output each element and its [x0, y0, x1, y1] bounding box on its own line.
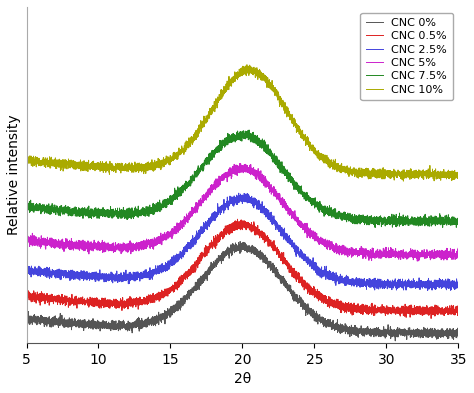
CNC 7.5% [379, 220, 384, 225]
CNC 7.5% [283, 169, 288, 174]
CNC 0.5% [189, 272, 194, 276]
CNC 2.5% [283, 235, 288, 239]
CNC 5% [189, 211, 194, 215]
Line: CNC 7.5%: CNC 7.5% [27, 130, 458, 228]
CNC 7.5% [372, 225, 378, 230]
CNC 0% [24, 317, 29, 321]
CNC 7.5% [102, 212, 108, 217]
CNC 2.5% [102, 278, 108, 283]
CNC 10% [401, 179, 406, 184]
CNC 7.5% [346, 215, 352, 220]
CNC 0% [379, 332, 384, 337]
CNC 10% [379, 175, 384, 180]
CNC 10% [189, 136, 194, 141]
CNC 0.5% [305, 285, 310, 290]
Legend: CNC 0%, CNC 0.5%, CNC 2.5%, CNC 5%, CNC 7.5%, CNC 10%: CNC 0%, CNC 0.5%, CNC 2.5%, CNC 5%, CNC … [360, 13, 453, 100]
CNC 10% [456, 172, 461, 177]
CNC 2.5% [305, 257, 310, 262]
CNC 7.5% [24, 206, 29, 210]
CNC 0% [283, 277, 288, 282]
CNC 0% [305, 307, 310, 312]
CNC 0% [392, 338, 398, 343]
CNC 2.5% [425, 288, 430, 293]
CNC 5% [283, 204, 288, 209]
CNC 5% [456, 246, 461, 250]
CNC 0% [456, 336, 461, 340]
CNC 10% [102, 163, 108, 167]
Line: CNC 5%: CNC 5% [27, 163, 458, 261]
CNC 7.5% [456, 215, 461, 220]
CNC 0.5% [235, 217, 240, 222]
CNC 7.5% [305, 191, 310, 196]
CNC 0.5% [346, 301, 352, 306]
CNC 2.5% [24, 263, 29, 268]
Line: CNC 0%: CNC 0% [27, 241, 458, 341]
CNC 2.5% [346, 278, 352, 283]
CNC 2.5% [236, 191, 242, 196]
CNC 0.5% [283, 258, 288, 263]
CNC 0.5% [379, 309, 384, 314]
CNC 0% [237, 239, 243, 244]
Line: CNC 0.5%: CNC 0.5% [27, 219, 458, 318]
CNC 0.5% [428, 316, 434, 321]
CNC 5% [305, 227, 310, 231]
CNC 5% [414, 259, 420, 263]
CNC 7.5% [189, 180, 194, 184]
Line: CNC 2.5%: CNC 2.5% [27, 193, 458, 290]
CNC 10% [305, 134, 310, 139]
CNC 2.5% [189, 237, 194, 242]
CNC 0.5% [102, 298, 108, 303]
CNC 0% [346, 330, 352, 334]
CNC 10% [346, 173, 352, 177]
X-axis label: 2θ: 2θ [234, 372, 251, 386]
CNC 5% [24, 235, 29, 239]
CNC 7.5% [246, 128, 252, 132]
CNC 0.5% [24, 293, 29, 298]
Y-axis label: Relative intensity: Relative intensity [7, 114, 21, 235]
CNC 2.5% [379, 282, 384, 287]
CNC 10% [24, 155, 29, 160]
CNC 5% [346, 248, 352, 252]
CNC 0% [189, 290, 194, 295]
CNC 10% [244, 62, 250, 67]
Line: CNC 10%: CNC 10% [27, 65, 458, 181]
CNC 0% [102, 326, 108, 331]
CNC 10% [283, 103, 288, 108]
CNC 0.5% [456, 307, 461, 312]
CNC 5% [102, 246, 108, 251]
CNC 5% [238, 161, 244, 166]
CNC 5% [379, 251, 384, 255]
CNC 2.5% [456, 286, 461, 291]
